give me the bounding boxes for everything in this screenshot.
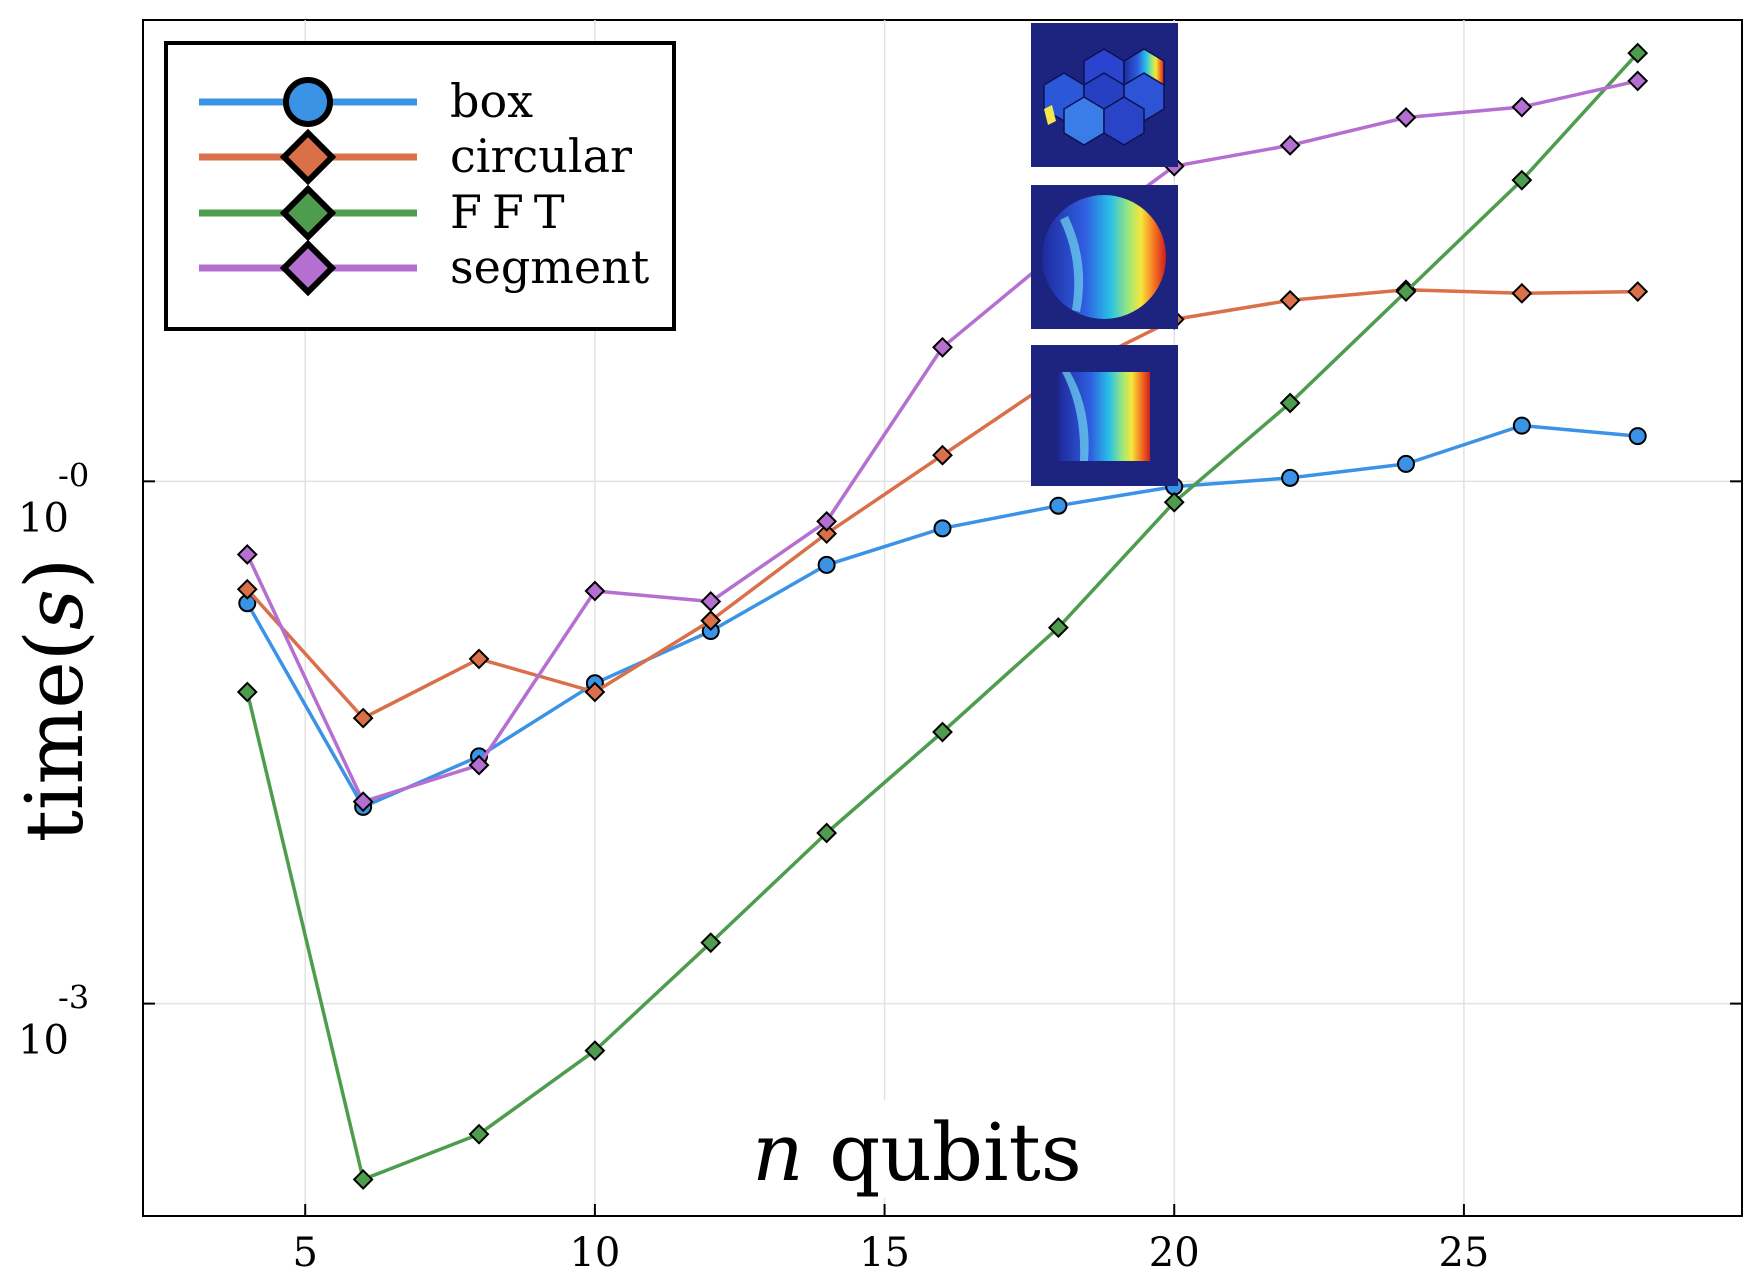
- x-tick-label: 15: [859, 1230, 910, 1276]
- data-point: [236, 578, 258, 600]
- data-point: [816, 510, 838, 532]
- data-point: [700, 610, 722, 632]
- data-point: [1047, 617, 1069, 638]
- y-tick-exponent: -0: [58, 456, 89, 494]
- data-point: [236, 681, 258, 703]
- box-shape-inset: [1031, 345, 1178, 486]
- data-point: [817, 555, 836, 574]
- data-point: [1049, 496, 1068, 515]
- data-point: [468, 1123, 490, 1145]
- data-point: [1512, 416, 1531, 435]
- legend-label-segment: segment: [450, 240, 650, 294]
- x-tick-label: 5: [292, 1230, 317, 1276]
- x-axis-label-var: n: [752, 1106, 804, 1199]
- y-axis-label-pre: time(: [8, 630, 101, 842]
- y-tick-exponent: -3: [58, 979, 89, 1017]
- legend: box circular FFT segment: [164, 41, 676, 331]
- data-point: [352, 1169, 374, 1190]
- data-point: [1628, 427, 1647, 446]
- data-point: [1627, 42, 1649, 64]
- data-point: [932, 336, 953, 358]
- data-point: [1627, 70, 1649, 92]
- x-axis-label: n qubits: [745, 1100, 1090, 1199]
- data-point: [236, 544, 258, 565]
- data-point: [1281, 468, 1300, 487]
- data-point: [932, 444, 953, 466]
- y-axis-label: time(s): [6, 558, 101, 842]
- segment-shape-inset: [1031, 23, 1178, 167]
- data-point: [1511, 282, 1533, 304]
- data-point: [700, 591, 722, 612]
- data-point: [1279, 392, 1301, 414]
- data-point: [816, 523, 838, 544]
- data-point: [1163, 491, 1185, 513]
- legend-item-box: box: [199, 74, 533, 128]
- svg-text:n qubits: n qubits: [752, 1106, 1082, 1199]
- data-point: [1511, 96, 1533, 118]
- y-axis-label-post: ): [8, 558, 101, 589]
- x-tick-label: 20: [1149, 1230, 1200, 1276]
- legend-label-fft: FFT: [450, 185, 575, 239]
- legend-label-box: box: [450, 74, 533, 128]
- legend-item-fft: FFT: [199, 184, 575, 242]
- y-tick-base: 10: [18, 1018, 69, 1064]
- circular-shape-inset: [1031, 185, 1178, 329]
- data-point: [468, 648, 490, 670]
- data-point: [352, 707, 374, 729]
- data-point: [468, 754, 490, 776]
- series-fft: [236, 42, 1649, 1190]
- legend-item-segment: segment: [199, 239, 650, 297]
- y-tick-base: 10: [18, 495, 69, 541]
- data-point: [584, 681, 606, 703]
- legend-label-circular: circular: [450, 129, 632, 183]
- data-point: [816, 822, 838, 844]
- data-point: [1395, 281, 1417, 302]
- data-point: [584, 1040, 606, 1062]
- data-point: [1511, 169, 1533, 191]
- x-axis-label-text: qubits: [804, 1106, 1082, 1199]
- data-point: [700, 932, 722, 954]
- data-point: [1279, 289, 1301, 311]
- data-point: [933, 519, 952, 538]
- data-point: [584, 580, 606, 602]
- data-point: [1396, 454, 1415, 473]
- data-point: [932, 721, 953, 743]
- data-point: [352, 791, 374, 813]
- x-tick-label: 10: [569, 1230, 620, 1276]
- x-tick-label: 25: [1438, 1230, 1489, 1276]
- data-point: [1627, 281, 1649, 302]
- y-axis-label-var: s: [8, 589, 101, 630]
- data-point: [1395, 107, 1417, 128]
- legend-item-circular: circular: [199, 128, 632, 186]
- data-point: [1279, 134, 1301, 156]
- svg-text:time(s): time(s): [8, 558, 101, 842]
